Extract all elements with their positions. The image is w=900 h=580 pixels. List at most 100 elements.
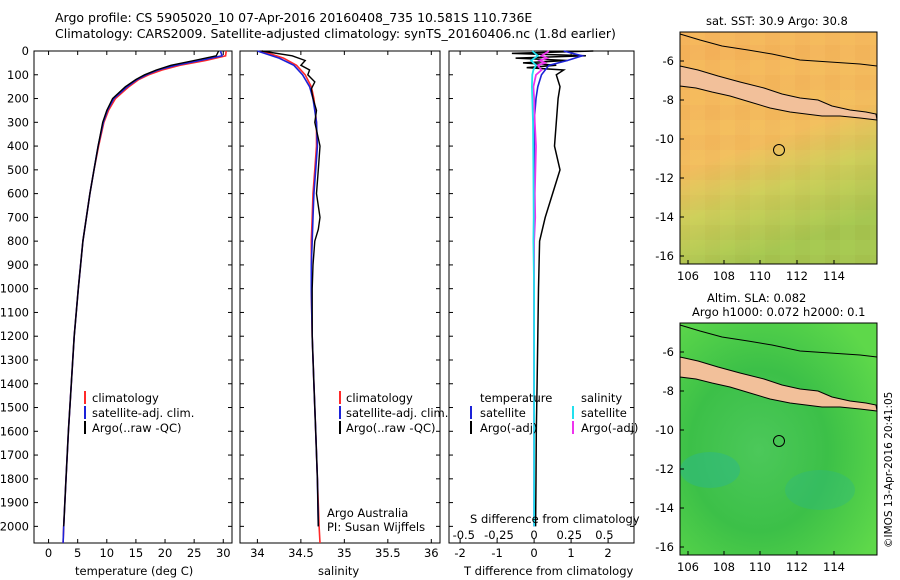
x-tick-label: 1: [567, 546, 574, 560]
legend-climatology-label: climatology: [346, 391, 413, 405]
depth-tick-label: 1000: [0, 282, 29, 296]
sla-argo-location-marker: [773, 435, 785, 447]
x-tick-label: 36: [424, 546, 439, 560]
legend-temp-argo-label: Argo(-adj): [480, 421, 537, 435]
sal-legend: climatology satellite-adj. clim. Argo(..…: [327, 391, 448, 534]
sal-diff-tick-label: 0.5: [595, 528, 613, 542]
sla-map-title-2: Argo h1000: 0.072 h2000: 0.1: [692, 305, 865, 319]
temp-argo-line: [63, 50, 220, 527]
sla-map-north-coast: [679, 324, 878, 358]
depth-tick-label: 1800: [0, 472, 29, 486]
legend-climatology-label: climatology: [92, 391, 159, 405]
map-y-tick-label: -12: [655, 171, 674, 185]
x-tick-label: 0: [45, 546, 52, 560]
title-line-2: Climatology: CARS2009. Satellite-adjuste…: [55, 26, 616, 41]
map-y-tick-label: -16: [655, 249, 674, 263]
x-tick-label: 0: [530, 546, 537, 560]
depth-tick-label: 1600: [0, 424, 29, 438]
map-y-tick-label: -10: [655, 423, 674, 437]
sla-map-field: [680, 323, 877, 555]
x-tick-label: -1: [491, 546, 502, 560]
map-y-tick-label: -8: [663, 93, 674, 107]
x-tick-label: 20: [158, 546, 173, 560]
depth-tick-label: 1100: [0, 305, 29, 319]
depth-tick-label: 200: [7, 92, 29, 106]
title-line-1: Argo profile: CS 5905020_10 07-Apr-2016 …: [55, 10, 532, 25]
temp-legend: climatology satellite-adj. clim. Argo(..…: [84, 391, 194, 435]
map-y-tick-label: -8: [663, 384, 674, 398]
legend-argo-label: Argo(..raw -QC): [92, 421, 182, 435]
sla-map-bluish-patch: [680, 452, 740, 488]
map-y-tick-label: -14: [655, 210, 674, 224]
sst-argo-location-marker: [773, 144, 785, 156]
sal-argo-line: [261, 50, 321, 527]
temperature-chart: 0 5 10 15 20 25 30: [45, 50, 231, 560]
map-x-tick-label: 112: [786, 269, 808, 283]
sla-map-title-1: Altim. SLA: 0.082: [707, 291, 806, 305]
depth-tick-label: 100: [7, 68, 29, 82]
sst-map-texture: [680, 32, 877, 264]
depth-tick-label: 1300: [0, 353, 29, 367]
sal-diff-tick-label: 0: [530, 528, 537, 542]
x-tick-label: 10: [99, 546, 114, 560]
sst-map-title: sat. SST: 30.9 Argo: 30.8: [706, 14, 848, 28]
depth-tick-label: 1700: [0, 448, 29, 462]
diff-legend: temperature satellite Argo(-adj) salinit…: [470, 391, 640, 526]
map-x-tick-label: 106: [677, 269, 699, 283]
depth-tick-label: 900: [7, 258, 29, 272]
depth-tick-label: 1400: [0, 377, 29, 391]
x-tick-label: 2: [604, 546, 611, 560]
sal-diff-tick-label: 0.25: [556, 528, 582, 542]
x-tick-label: 34: [250, 546, 265, 560]
legend-sal-title: salinity: [581, 391, 622, 405]
diff-panel-frame: [448, 50, 635, 544]
x-tick-label: -2: [454, 546, 465, 560]
difference-chart: -2 -1 0 1 2 -0.5 -0.25 0 0.25 0.5: [453, 50, 614, 560]
map-x-tick-label: 110: [749, 560, 771, 574]
x-tick-label: 35.5: [375, 546, 401, 560]
map-x-tick-label: 114: [823, 560, 845, 574]
depth-tick-label: 1200: [0, 329, 29, 343]
diff-temp-satellite-line: [533, 50, 586, 527]
temp-panel-frame: [33, 50, 233, 544]
sal-diff-tick-label: -0.5: [453, 528, 475, 542]
temp-climatology-line: [62, 50, 227, 544]
sla-map-frame: [679, 322, 878, 556]
legend-sal-argo-label: Argo(-adj): [581, 421, 638, 435]
legend-temp-satellite-label: satellite: [480, 406, 526, 420]
sal-diff-tick-label: -0.25: [484, 528, 514, 542]
map-x-tick-label: 114: [823, 269, 845, 283]
legend-satellite-label: satellite-adj. clim.: [92, 406, 194, 420]
depth-axis: 0 100 200 300 400 500 600 700 800 900 1000 1100 1200…: [0, 44, 634, 533]
map-y-tick-label: -6: [663, 345, 674, 359]
map-y-tick-label: -12: [655, 462, 674, 476]
depth-tick-label: 1900: [0, 496, 29, 510]
sla-map-bluish-patch-2: [785, 470, 855, 510]
x-tick-label: 5: [74, 546, 81, 560]
credits-line-1: Argo Australia: [327, 506, 408, 520]
depth-tick-label: 700: [7, 210, 29, 224]
map-y-tick-label: -14: [655, 501, 674, 515]
map-x-tick-label: 110: [749, 269, 771, 283]
depth-tick-label: 1500: [0, 401, 29, 415]
x-tick-label: 34.5: [288, 546, 314, 560]
sal-panel-frame: [239, 50, 441, 544]
depth-tick-label: 800: [7, 234, 29, 248]
x-tick-label: 15: [129, 546, 144, 560]
depth-tick-label: 0: [22, 44, 29, 58]
depth-tick-label: 600: [7, 187, 29, 201]
legend-temp-title: temperature: [480, 391, 552, 405]
depth-tick-label: 300: [7, 115, 29, 129]
map-y-tick-label: -10: [655, 132, 674, 146]
map-x-tick-label: 108: [713, 269, 735, 283]
diff-sal-satellite-line: [529, 50, 540, 527]
sla-map: Altim. SLA: 0.082 Argo h1000: 0.072 h200…: [655, 291, 878, 574]
sst-map: sat. SST: 30.9 Argo: 30.8 106 108 110 112 11…: [655, 14, 878, 283]
sst-map-ticks: 106 108 110 112 114 -6 -8 -10 -12 -14 -16: [655, 54, 845, 283]
map-x-tick-label: 106: [677, 560, 699, 574]
map-y-tick-label: -6: [663, 54, 674, 68]
diff-temp-argo-line: [511, 50, 594, 527]
map-x-tick-label: 112: [786, 560, 808, 574]
salinity-chart: 34 34.5 35 35.5 36: [250, 50, 439, 560]
depth-tick-label: 2000: [0, 519, 29, 533]
